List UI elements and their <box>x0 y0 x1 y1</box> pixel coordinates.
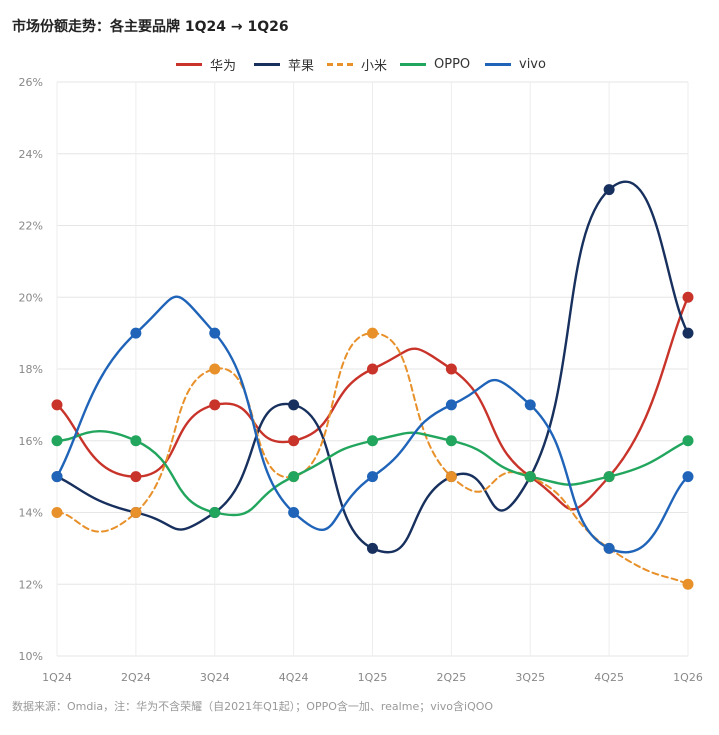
data-point-4-0 <box>51 471 63 483</box>
legend-item-0: 华为 <box>176 52 236 76</box>
legend-item-3: OPPO <box>400 52 470 76</box>
legend-label: 小米 <box>361 58 388 74</box>
data-point-2-0 <box>51 507 63 518</box>
y-tick-label: 26% <box>19 76 43 89</box>
legend-label: vivo <box>519 56 546 72</box>
x-tick-label: 3Q24 <box>200 671 230 684</box>
data-point-2-2 <box>209 363 221 375</box>
legend-swatch <box>176 62 202 66</box>
data-point-2-1 <box>130 507 142 518</box>
legend-label: 苹果 <box>288 58 315 74</box>
series-line-4 <box>55 295 690 554</box>
y-tick-label: 14% <box>19 507 43 520</box>
data-point-3-6 <box>524 471 536 483</box>
data-point-3-7 <box>603 471 615 483</box>
data-point-4-8 <box>682 471 694 483</box>
data-point-4-5 <box>445 399 457 411</box>
y-tick-label: 10% <box>19 650 43 663</box>
data-points <box>51 184 694 590</box>
x-tick-label: 2Q25 <box>437 671 467 684</box>
data-point-3-0 <box>51 435 63 447</box>
line-chart: 10% 12% 14% 16% 18% 20% 22% 24% 26% 1Q24 2Q24 3Q24 4… <box>19 76 703 684</box>
y-tick-label: 12% <box>19 578 43 591</box>
legend: 华为 苹果 小米 OPPO vivo <box>0 52 719 76</box>
series-line-1 <box>55 180 690 554</box>
data-point-0-0 <box>51 399 63 411</box>
footnote: 数据来源：Omdia，注：华为不含荣耀（自2021年Q1起）；OPPO含一加、r… <box>12 700 494 713</box>
data-point-4-3 <box>288 507 300 518</box>
legend-item-2: 小米 <box>327 52 387 76</box>
x-tick-label: 2Q24 <box>121 671 151 684</box>
legend-item-4: vivo <box>485 52 546 76</box>
y-tick-label: 18% <box>19 363 43 376</box>
legend-swatch <box>254 62 280 66</box>
y-tick-label: 20% <box>19 291 43 304</box>
data-point-0-5 <box>445 363 457 375</box>
legend-label: 华为 <box>210 58 237 74</box>
axes: 10% 12% 14% 16% 18% 20% 22% 24% 26% 1Q24 2Q24 3Q24 4… <box>19 76 703 684</box>
x-tick-label: 3Q25 <box>515 671 545 684</box>
data-point-2-5 <box>445 471 457 483</box>
x-tick-label: 1Q26 <box>673 671 703 684</box>
data-point-4-1 <box>130 327 142 339</box>
chart-title: 市场份额走势：各主要品牌 1Q24 → 1Q26 <box>12 19 289 35</box>
data-point-3-8 <box>682 435 694 447</box>
data-point-2-4 <box>367 327 378 339</box>
y-tick-label: 24% <box>19 148 43 161</box>
series-line-2 <box>56 332 689 586</box>
data-point-4-4 <box>367 471 378 483</box>
data-point-2-8 <box>682 578 694 590</box>
x-tick-label: 4Q24 <box>279 671 309 684</box>
series-line-0 <box>55 296 690 511</box>
data-point-4-7 <box>603 542 615 554</box>
legend-swatch <box>485 62 511 66</box>
data-point-3-4 <box>367 435 378 447</box>
data-point-3-5 <box>445 435 457 447</box>
legend-item-1: 苹果 <box>254 52 314 76</box>
data-point-0-1 <box>130 471 142 483</box>
data-point-3-3 <box>288 471 300 483</box>
legend-swatch <box>400 62 426 66</box>
data-point-0-8 <box>682 291 694 303</box>
data-point-3-1 <box>130 435 142 447</box>
y-tick-label: 22% <box>19 220 43 233</box>
x-tick-label: 1Q24 <box>42 671 72 684</box>
data-point-1-8 <box>682 327 694 339</box>
x-tick-label: 4Q25 <box>594 671 624 684</box>
data-point-4-6 <box>524 399 536 411</box>
data-point-1-3 <box>288 399 300 411</box>
data-point-1-7 <box>603 184 615 196</box>
data-point-0-3 <box>288 435 300 447</box>
x-tick-label: 1Q25 <box>358 671 388 684</box>
data-point-1-4 <box>367 542 378 554</box>
legend-label: OPPO <box>434 56 471 72</box>
data-point-0-2 <box>209 399 221 411</box>
legend-swatch <box>327 62 353 66</box>
data-point-3-2 <box>209 507 221 518</box>
data-point-4-2 <box>209 327 221 339</box>
y-tick-label: 16% <box>19 435 43 448</box>
data-point-0-4 <box>367 363 378 375</box>
